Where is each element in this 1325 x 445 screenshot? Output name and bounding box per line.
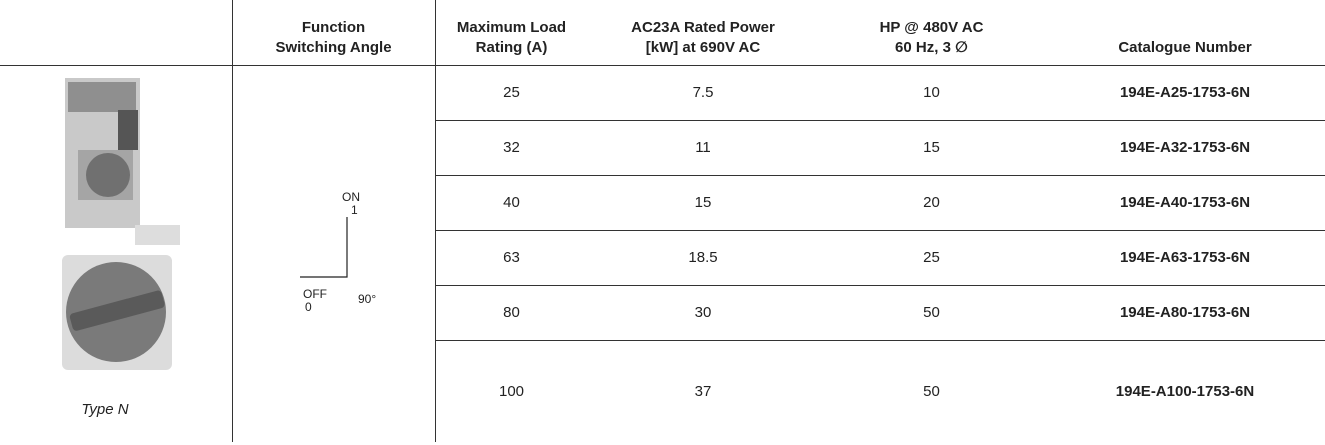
handle <box>62 255 172 370</box>
header-cell: AC23A Rated Power [kW] at 690V AC <box>588 0 818 62</box>
switch-angle-line <box>300 217 348 278</box>
row-divider <box>435 230 1325 231</box>
table-cell: 37 <box>694 382 712 400</box>
image-caption: Type N <box>81 401 128 418</box>
on-value: 1 <box>351 203 358 217</box>
catalogue-number: 194E-A100-1753-6N <box>1115 382 1255 400</box>
table-cell: 20 <box>923 194 940 211</box>
table-cell: 15 <box>694 194 712 211</box>
header-text: 60 Hz, 3 ∅ <box>895 39 968 56</box>
table-cell: 7.5 <box>692 84 714 101</box>
angle-label: 90° <box>358 292 377 306</box>
switch-body <box>65 78 180 245</box>
table-cell: 100 <box>498 382 525 400</box>
table-cell: 50 <box>923 304 940 321</box>
table-cell: 30 <box>694 304 712 321</box>
column-divider <box>232 0 233 442</box>
table-cell: 25 <box>503 84 520 101</box>
column-divider <box>435 0 436 442</box>
catalogue-number: 194E-A63-1753-6N <box>1119 249 1251 266</box>
row-divider <box>435 120 1325 121</box>
header-text: HP @ 480V AC <box>879 19 984 36</box>
table-cell: 32 <box>503 139 520 156</box>
header-cell <box>0 0 232 62</box>
header-text: [kW] at 690V AC <box>645 39 761 56</box>
table-cell: 11 <box>695 139 711 156</box>
switch-diagram <box>300 217 348 278</box>
table-cell: 18.5 <box>688 249 718 266</box>
table-cell: 50 <box>923 382 940 400</box>
table-cell: 40 <box>503 194 520 211</box>
product-images: Type N <box>62 78 180 418</box>
row-divider <box>435 340 1325 341</box>
off-value: 0 <box>305 300 312 314</box>
table-cell: 15 <box>923 139 940 156</box>
header-cell: Function Switching Angle <box>232 0 435 62</box>
row-divider <box>435 285 1325 286</box>
catalogue-number: 194E-A32-1753-6N <box>1119 139 1251 156</box>
header-text: Switching Angle <box>275 39 392 56</box>
header-text: Maximum Load <box>456 19 567 36</box>
catalogue-number: 194E-A40-1753-6N <box>1119 194 1251 211</box>
header-text: AC23A Rated Power <box>631 19 775 36</box>
header-cell: HP @ 480V AC 60 Hz, 3 ∅ <box>818 0 1045 62</box>
header-cell: Maximum Load Rating (A) <box>435 0 588 62</box>
table-cell: 80 <box>503 304 520 321</box>
on-label: ON <box>342 190 360 204</box>
catalogue-number: 194E-A25-1753-6N <box>1119 84 1251 101</box>
catalogue-number: 194E-A80-1753-6N <box>1119 304 1251 321</box>
row-divider <box>435 175 1325 176</box>
table-cell: 63 <box>503 249 520 266</box>
header-text: Catalogue Number <box>1118 39 1252 56</box>
off-label: OFF <box>303 287 327 301</box>
header-text: Function <box>301 19 366 36</box>
table-cell: 10 <box>923 84 940 101</box>
header-divider <box>0 65 1325 66</box>
header-text: Rating (A) <box>475 39 548 56</box>
table-cell: 25 <box>923 249 940 266</box>
header-cell: Catalogue Number <box>1045 0 1325 62</box>
